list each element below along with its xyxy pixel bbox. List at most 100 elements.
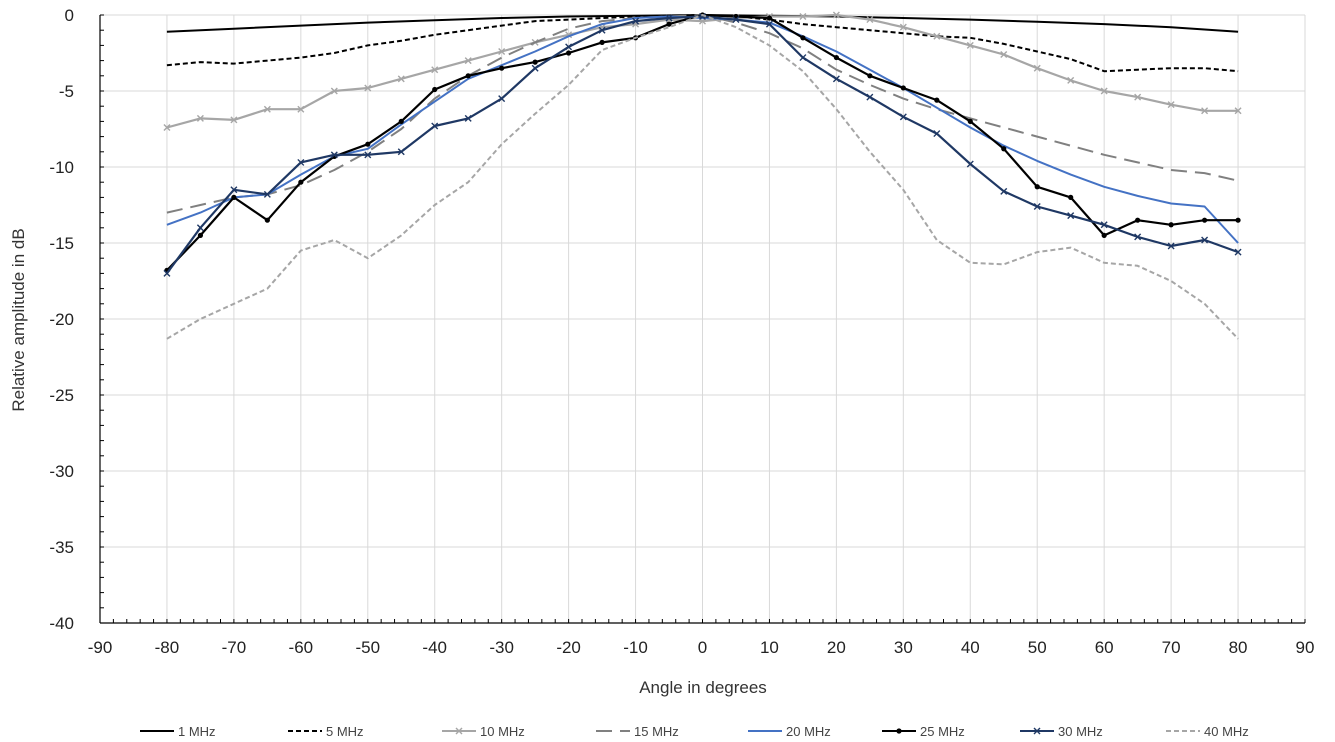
data-point (832, 75, 840, 83)
data-point (732, 16, 740, 24)
data-point (765, 20, 773, 28)
data-point (263, 190, 271, 198)
data-point (330, 87, 338, 95)
y-tick-label: -25 (49, 386, 74, 405)
data-point (431, 66, 439, 74)
legend-label: 30 MHz (1058, 724, 1103, 739)
x-tick-label: -60 (289, 638, 314, 657)
data-point (330, 151, 338, 159)
data-point (666, 21, 672, 27)
data-point (532, 59, 538, 65)
legend-label: 20 MHz (786, 724, 831, 739)
data-point (498, 47, 506, 55)
x-tick-label: -50 (355, 638, 380, 657)
legend-label: 5 MHz (326, 724, 364, 739)
x-tick-label: -20 (556, 638, 581, 657)
legend-item: 20 MHz (748, 724, 831, 739)
data-point (1167, 101, 1175, 109)
data-point (464, 57, 472, 65)
data-point (297, 105, 305, 113)
data-point (1000, 51, 1008, 59)
data-point (1135, 217, 1141, 223)
data-point (800, 35, 806, 41)
data-point (531, 64, 539, 72)
data-point (1034, 184, 1040, 190)
data-point (699, 13, 706, 21)
data-point (833, 54, 839, 61)
y-tick-label: -10 (49, 158, 74, 177)
data-point (566, 50, 572, 56)
legend-label: 40 MHz (1204, 724, 1249, 739)
data-point (1101, 232, 1107, 238)
data-point (1033, 64, 1041, 72)
data-point (264, 217, 270, 223)
data-point (163, 123, 171, 131)
legend-item: 15 MHz (596, 724, 679, 739)
y-tick-label: 0 (65, 6, 74, 25)
x-tick-label: 70 (1162, 638, 1181, 657)
data-point (1000, 187, 1008, 195)
data-point (632, 17, 640, 25)
series-30-mhz (163, 13, 1242, 277)
data-point (966, 160, 974, 168)
data-point (1234, 107, 1242, 115)
data-point (766, 15, 773, 21)
data-point (1235, 217, 1241, 223)
x-tick-label: -10 (623, 638, 648, 657)
data-point (933, 130, 941, 138)
data-point (1168, 222, 1174, 228)
legend-item: 40 MHz (1166, 724, 1249, 739)
legend-item: 25 MHz (882, 724, 965, 739)
data-point (398, 118, 404, 124)
x-tick-label: 20 (827, 638, 846, 657)
y-tick-label: -30 (49, 462, 74, 481)
y-tick-label: -35 (49, 538, 74, 557)
series-line (166, 14, 1239, 340)
data-point (297, 158, 305, 166)
data-point (163, 269, 171, 277)
legend-item: 1 MHz (140, 724, 216, 739)
legend-item: 5 MHz (288, 724, 364, 739)
data-point (966, 41, 974, 49)
data-point (465, 73, 471, 79)
x-tick-label: 60 (1095, 638, 1114, 657)
data-point (432, 86, 438, 93)
series-40-mhz (166, 14, 1239, 340)
data-point (263, 105, 271, 113)
data-point (900, 85, 906, 91)
data-point (1067, 76, 1075, 84)
data-point (231, 194, 237, 200)
x-tick-label: 40 (961, 638, 980, 657)
data-point (464, 114, 472, 122)
data-point (799, 13, 807, 21)
x-tick-label: 80 (1229, 638, 1248, 657)
y-tick-label: -5 (59, 82, 74, 101)
data-point (1201, 107, 1209, 115)
data-point (832, 11, 840, 19)
data-point (599, 39, 605, 45)
data-point (1134, 93, 1142, 101)
data-point (431, 122, 439, 130)
data-point (364, 151, 372, 159)
data-point (364, 84, 372, 92)
x-tick-label: -80 (155, 638, 180, 657)
data-point (1067, 212, 1075, 220)
data-point (1201, 236, 1209, 244)
x-axis-title: Angle in degrees (639, 678, 767, 697)
x-tick-label: -40 (422, 638, 447, 657)
data-point (230, 116, 238, 124)
data-point (933, 32, 941, 40)
data-point (1201, 217, 1208, 223)
data-point (899, 23, 907, 31)
series-layer (163, 11, 1242, 340)
data-point (365, 141, 371, 147)
data-point (899, 113, 907, 121)
x-tick-label: -70 (222, 638, 247, 657)
legend-item: 30 MHz (1020, 724, 1103, 739)
data-point (866, 16, 874, 24)
x-tick-label: 50 (1028, 638, 1047, 657)
data-point (298, 179, 304, 185)
data-point (934, 97, 940, 103)
